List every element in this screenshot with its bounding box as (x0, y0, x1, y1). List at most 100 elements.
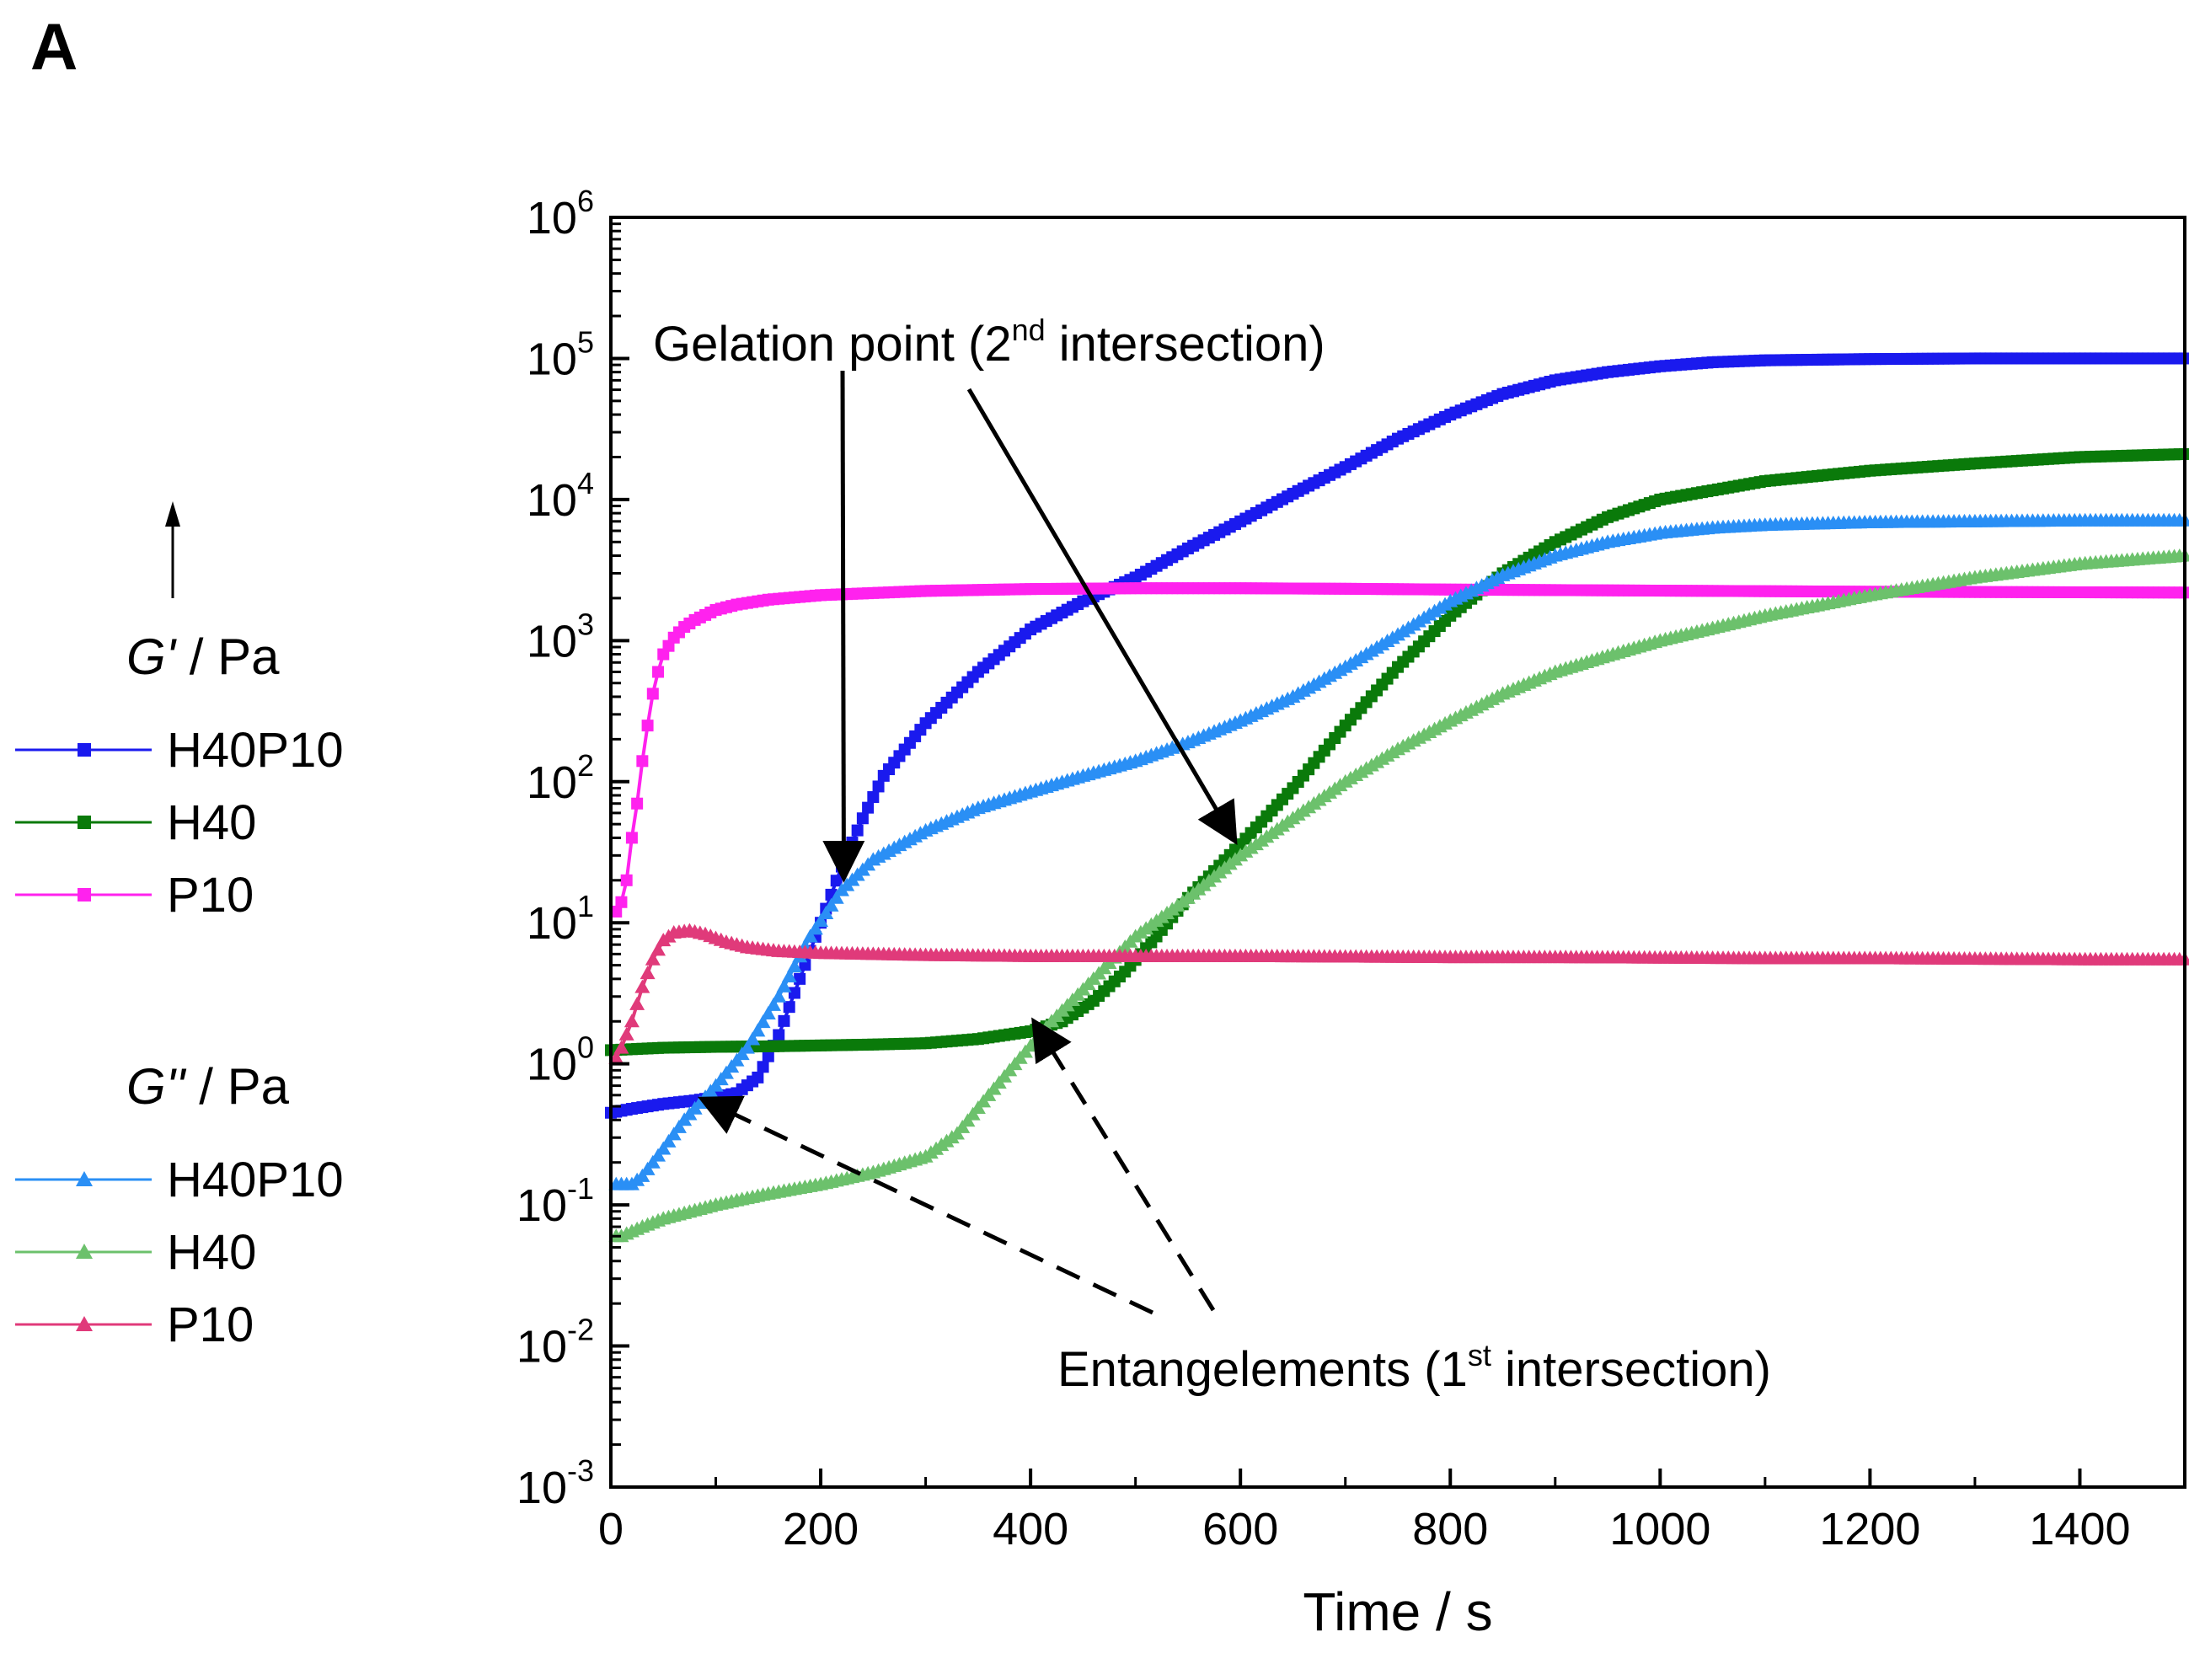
series-Gpp-h40 (608, 548, 2189, 1243)
legend-label: H40P10 (167, 723, 344, 778)
data-point (872, 780, 885, 793)
data-point (776, 978, 792, 992)
x-tick-label: 1000 (1609, 1504, 1710, 1554)
data-point (745, 1031, 761, 1046)
annotation-arrow (698, 1095, 1154, 1315)
legend-group-title: G'' / Pa (126, 1058, 290, 1115)
data-point (645, 951, 661, 966)
data-point (646, 688, 659, 700)
data-point (862, 801, 875, 814)
data-point (666, 1126, 682, 1141)
x-tick-label: 400 (993, 1504, 1068, 1554)
series-Gpp-p10 (608, 923, 2189, 1064)
data-point (620, 874, 633, 886)
data-point (739, 1040, 755, 1054)
y-tick-label: 105 (527, 324, 594, 384)
data-point (634, 979, 650, 993)
data-point (652, 666, 665, 678)
annotation-gelation-point: Gelation point (2nd intersection) (653, 313, 1325, 883)
data-point (650, 942, 666, 956)
data-point (650, 1148, 666, 1162)
legend-entry: H40 (15, 795, 256, 850)
legend-entry: H40 (15, 1225, 256, 1280)
data-point (766, 997, 782, 1011)
series-Gp-h40p10 (605, 352, 2189, 1119)
data-point (634, 1168, 650, 1182)
x-tick-label: 1400 (2029, 1504, 2130, 1554)
data-point (613, 1040, 629, 1054)
legend-label: P10 (167, 868, 254, 923)
data-point (625, 832, 638, 844)
legend-label: P10 (167, 1297, 254, 1352)
data-point (813, 913, 829, 928)
legend-entry: P10 (15, 1297, 254, 1352)
data-point (645, 1154, 661, 1169)
y-tick-label: 102 (527, 748, 594, 808)
y-tick-label: 104 (527, 466, 594, 526)
data-point (656, 1141, 672, 1155)
legend-marker-triangle (76, 1244, 93, 1259)
x-tick-label: 600 (1202, 1504, 1278, 1554)
data-point (640, 1161, 656, 1175)
data-point (624, 1014, 640, 1028)
data-point (762, 1050, 774, 1062)
data-point (773, 1029, 785, 1041)
legend-label: H40 (167, 795, 256, 850)
data-point (752, 1071, 764, 1083)
data-point (755, 1014, 771, 1029)
data-point (636, 755, 649, 768)
legend-label: H40P10 (167, 1153, 344, 1207)
data-point (671, 1119, 687, 1133)
x-tick-label: 1200 (1819, 1504, 1920, 1554)
data-point (778, 1014, 790, 1027)
x-tick-label: 800 (1412, 1504, 1488, 1554)
data-point (846, 836, 859, 848)
y-tick-label: 100 (527, 1030, 594, 1090)
legend-entry: H40P10 (15, 723, 344, 778)
data-point (851, 824, 864, 837)
data-point (781, 969, 797, 982)
data-point (807, 921, 823, 935)
y-tick-label: 10-3 (516, 1453, 594, 1513)
annotation-arrow (966, 388, 1238, 846)
annotation-text: Entangelements (1st intersection) (1057, 1338, 1771, 1397)
legend-marker-square (78, 816, 91, 829)
annotation-entanglements: Entangelements (1st intersection) (698, 1017, 1771, 1397)
legend-entry: P10 (15, 868, 254, 923)
data-point (615, 896, 628, 908)
data-point (788, 987, 800, 999)
y-tick-label: 106 (527, 184, 594, 243)
up-arrow-icon (165, 501, 180, 598)
data-point (823, 897, 839, 912)
data-point (618, 1026, 634, 1041)
data-point (631, 797, 644, 810)
data-point (641, 720, 654, 732)
y-tick-label: 103 (527, 607, 594, 666)
data-point (640, 966, 656, 980)
data-point (856, 812, 869, 825)
legend-marker-triangle (76, 1316, 93, 1331)
data-point (610, 905, 623, 918)
data-point (786, 959, 802, 973)
x-tick-label: 200 (783, 1504, 859, 1554)
data-point (802, 928, 818, 943)
data-point (629, 996, 645, 1010)
panel-label: A (30, 9, 78, 83)
data-point (794, 972, 806, 985)
annotation-text: Gelation point (2nd intersection) (653, 313, 1325, 372)
y-tick-label: 10-2 (516, 1313, 594, 1372)
data-point (760, 1006, 776, 1020)
data-point (867, 791, 880, 804)
data-point (783, 1001, 795, 1014)
x-tick-label: 0 (598, 1504, 624, 1554)
data-point (771, 988, 787, 1003)
series-Gpp-h40p10 (608, 512, 2189, 1190)
data-point (828, 890, 844, 904)
x-axis-label: Time / s (1303, 1581, 1492, 1642)
annotation-arrow (1031, 1017, 1216, 1312)
y-tick-label: 101 (527, 889, 594, 949)
legend-group-title: G' / Pa (126, 629, 280, 685)
data-point (661, 1133, 677, 1148)
